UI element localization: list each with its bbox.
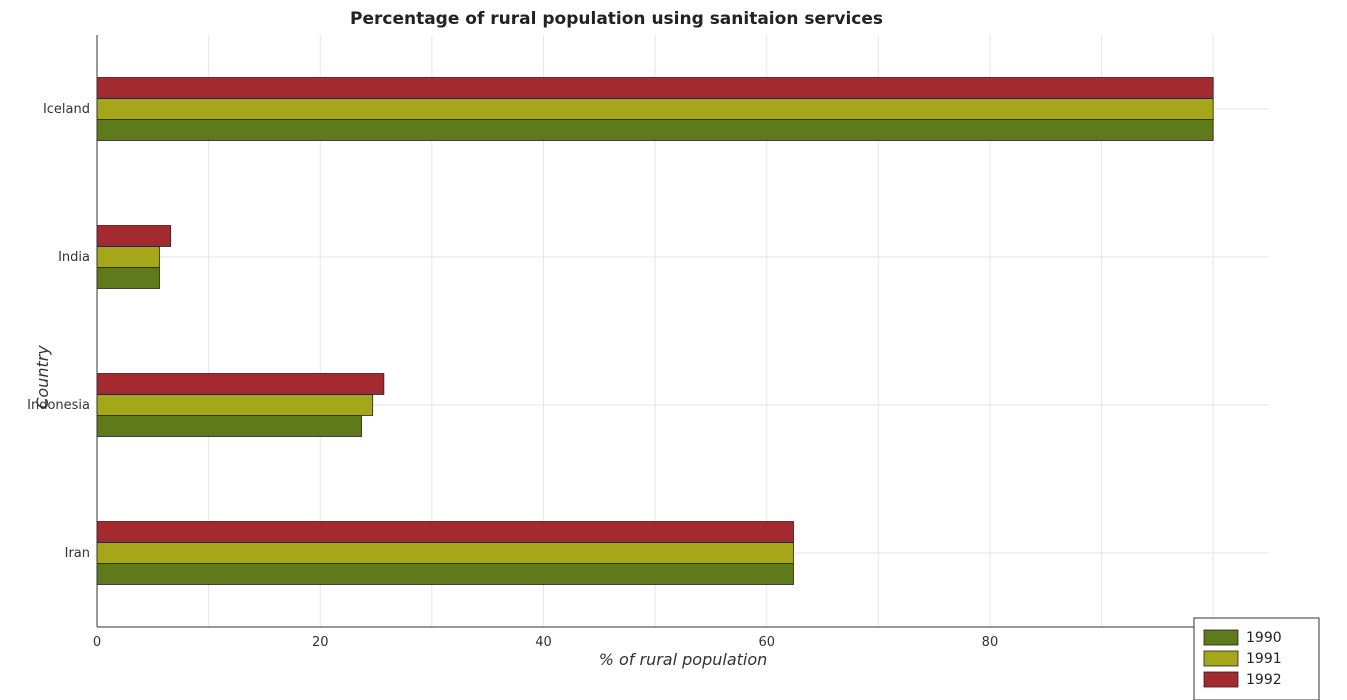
y-tick-label: India [58,250,90,265]
x-tick-label: 40 [535,635,552,650]
y-tick-label: Iceland [43,102,90,117]
bar-indonesia-1990 [97,416,362,437]
legend-swatch-1992 [1204,672,1238,687]
bar-india-1991 [97,247,160,268]
bar-iceland-1992 [97,78,1213,99]
x-tick-label: 0 [93,635,101,650]
legend-label-1990: 1990 [1246,630,1282,646]
chart-title: Percentage of rural population using san… [350,9,883,29]
x-tick-label: 80 [982,635,999,650]
bar-iceland-1990 [97,120,1213,141]
bar-india-1990 [97,268,160,289]
x-tick-label: 20 [312,635,329,650]
legend-swatch-1990 [1204,630,1238,645]
legend-label-1992: 1992 [1246,672,1282,688]
legend-swatch-1991 [1204,651,1238,666]
bar-indonesia-1992 [97,374,384,395]
bar-india-1992 [97,226,171,247]
bar-iran-1992 [97,522,794,543]
bar-iran-1990 [97,564,794,585]
bar-iran-1991 [97,543,794,564]
x-axis-label: % of rural population [599,650,768,669]
bar-indonesia-1991 [97,395,373,416]
x-tick-label: 60 [758,635,775,650]
y-axis-label: Country [33,345,52,409]
y-tick-label: Iran [65,546,90,561]
legend-label-1991: 1991 [1246,651,1282,667]
legend: 1990 1991 1992 [1194,618,1319,700]
bar-iceland-1991 [97,99,1213,120]
